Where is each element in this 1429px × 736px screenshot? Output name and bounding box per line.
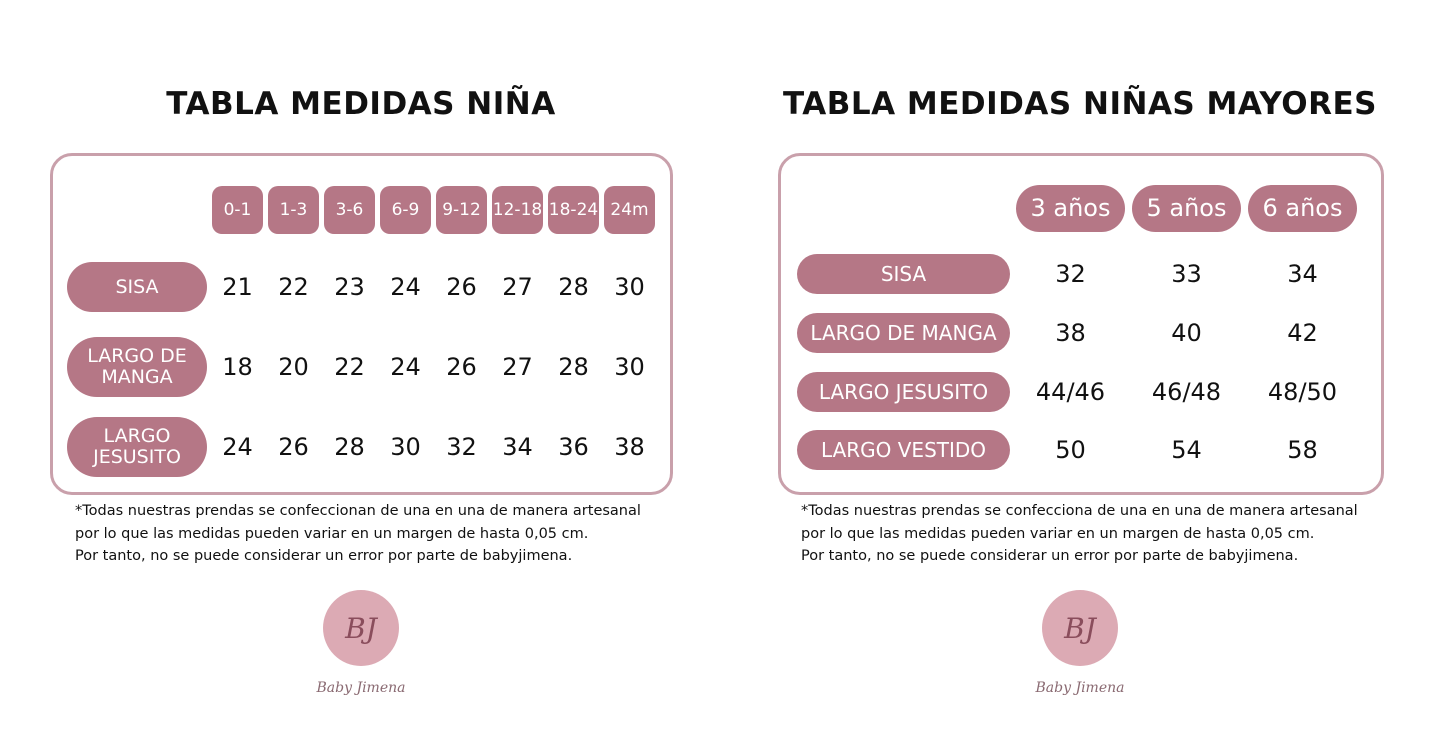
cell-value: 34 <box>502 433 533 461</box>
cell-value: 27 <box>502 273 533 301</box>
note-line: *Todas nuestras prendas se confeccionan … <box>75 503 641 519</box>
cell-value: 30 <box>614 353 645 381</box>
table-title: TABLA MEDIDAS NIÑAS MAYORES <box>782 86 1377 122</box>
cell-value: 46/48 <box>1151 378 1222 406</box>
cell-value: 26 <box>446 273 477 301</box>
column-header: 18-24 <box>548 186 599 234</box>
column-header: 3 años <box>1016 185 1125 232</box>
row-label: SISA <box>797 254 1010 294</box>
logo-monogram: BJ <box>323 590 399 666</box>
cell-value: 42 <box>1287 319 1318 347</box>
cell-value: 44/46 <box>1035 378 1106 406</box>
cell-value: 27 <box>502 353 533 381</box>
cell-value: 21 <box>222 273 253 301</box>
column-header: 24m <box>604 186 655 234</box>
cell-value: 24 <box>222 433 253 461</box>
cell-value: 30 <box>614 273 645 301</box>
row-label: LARGO JESUSITO <box>67 417 207 477</box>
row-label: SISA <box>67 262 207 312</box>
cell-value: 18 <box>222 353 253 381</box>
cell-value: 32 <box>446 433 477 461</box>
cell-value: 38 <box>1055 319 1086 347</box>
note-line: por lo que las medidas pueden variar en … <box>75 525 589 542</box>
logo-monogram: BJ <box>1042 590 1118 666</box>
cell-value: 20 <box>278 353 309 381</box>
note-line: *Todas nuestras prendas se confecciona d… <box>801 503 1358 519</box>
column-header: 1-3 <box>268 186 319 234</box>
cell-value: 33 <box>1171 260 1202 288</box>
column-header: 6 años <box>1248 185 1357 232</box>
cell-value: 23 <box>334 273 365 301</box>
column-header: 0-1 <box>212 186 263 234</box>
cell-value: 24 <box>390 353 421 381</box>
cell-value: 24 <box>390 273 421 301</box>
column-header: 3-6 <box>324 186 375 234</box>
column-header: 6-9 <box>380 186 431 234</box>
cell-value: 34 <box>1287 260 1318 288</box>
logo-name: Baby Jimena <box>1035 680 1125 696</box>
cell-value: 30 <box>390 433 421 461</box>
cell-value: 28 <box>334 433 365 461</box>
cell-value: 22 <box>278 273 309 301</box>
cell-value: 22 <box>334 353 365 381</box>
column-header: 9-12 <box>436 186 487 234</box>
note-line: Por tanto, no se puede considerar un err… <box>75 548 573 564</box>
cell-value: 26 <box>278 433 309 461</box>
table-frame <box>778 153 1384 495</box>
cell-value: 50 <box>1055 436 1086 464</box>
table-frame <box>50 153 673 495</box>
cell-value: 26 <box>446 353 477 381</box>
row-label: LARGO VESTIDO <box>797 430 1010 470</box>
row-label: LARGO DE MANGA <box>797 313 1010 353</box>
note-line: por lo que las medidas pueden variar en … <box>801 525 1315 542</box>
column-header: 5 años <box>1132 185 1241 232</box>
cell-value: 48/50 <box>1267 378 1338 406</box>
cell-value: 32 <box>1055 260 1086 288</box>
cell-value: 36 <box>558 433 589 461</box>
column-header: 12-18 <box>492 186 543 234</box>
cell-value: 38 <box>614 433 645 461</box>
table-title: TABLA MEDIDAS NIÑA <box>166 86 556 122</box>
cell-value: 58 <box>1287 436 1318 464</box>
cell-value: 28 <box>558 353 589 381</box>
cell-value: 54 <box>1171 436 1202 464</box>
cell-value: 40 <box>1171 319 1202 347</box>
logo-name: Baby Jimena <box>316 680 406 696</box>
row-label: LARGO JESUSITO <box>797 372 1010 412</box>
row-label: LARGO DE MANGA <box>67 337 207 397</box>
cell-value: 28 <box>558 273 589 301</box>
note-line: Por tanto, no se puede considerar un err… <box>801 548 1299 564</box>
